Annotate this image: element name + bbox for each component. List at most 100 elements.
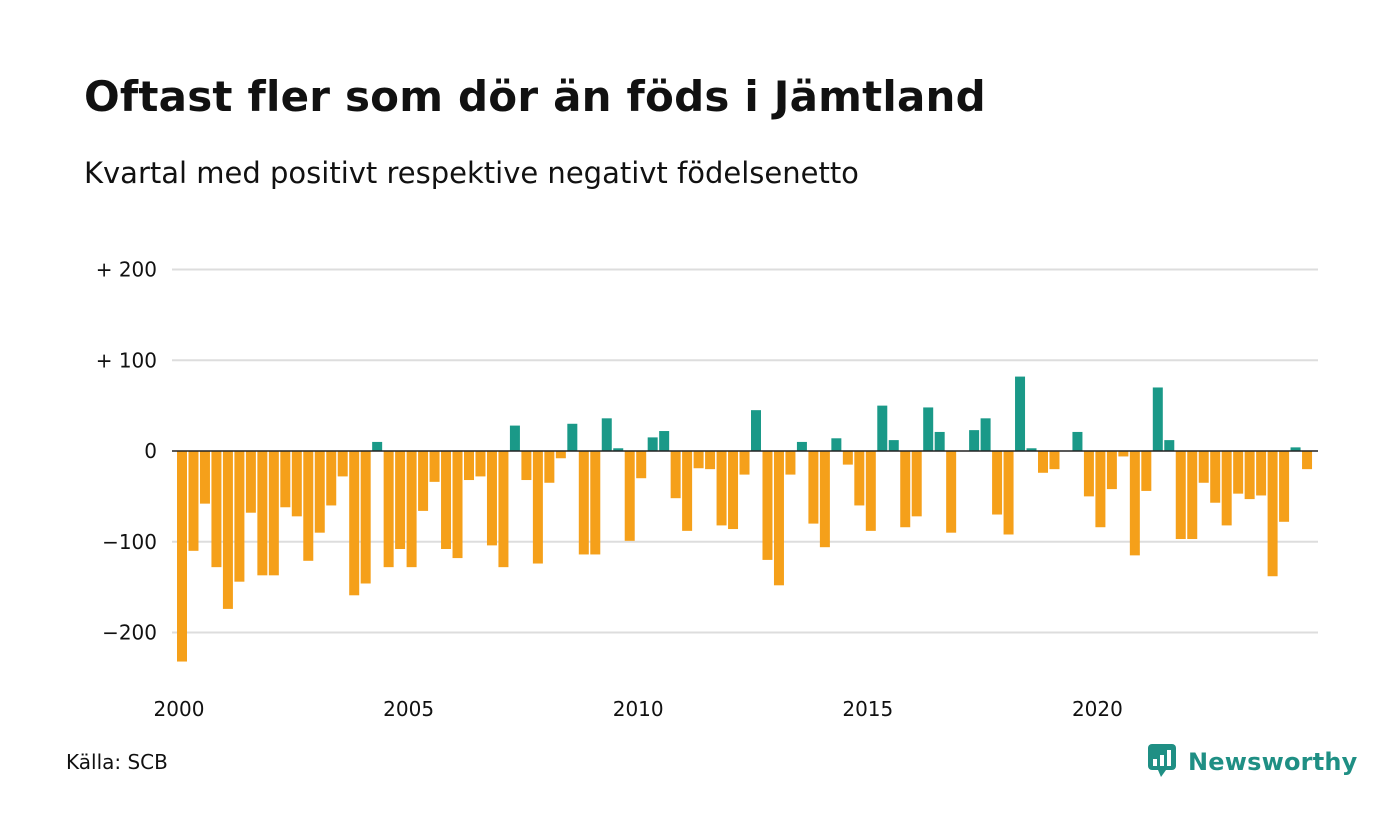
- brand-logo: Newsworthy: [1148, 744, 1358, 780]
- bar: [969, 430, 980, 451]
- bar: [1015, 376, 1026, 451]
- bar: [177, 451, 187, 662]
- bar: [1198, 451, 1209, 483]
- brand-name: Newsworthy: [1188, 748, 1358, 776]
- bar: [383, 451, 394, 568]
- bar: [199, 451, 210, 504]
- bar: [1210, 451, 1221, 503]
- bar: [819, 451, 830, 548]
- bar: [900, 451, 911, 528]
- bar: [211, 451, 222, 568]
- y-tick-label: −100: [102, 530, 157, 554]
- bar: [1302, 451, 1313, 470]
- bar: [590, 451, 601, 555]
- bar: [946, 451, 957, 533]
- bar: [1118, 451, 1129, 457]
- bar: [716, 451, 727, 526]
- bar: [751, 410, 761, 451]
- bar: [1129, 451, 1140, 556]
- x-tick-label: 2015: [842, 697, 893, 721]
- bar: [291, 451, 302, 517]
- bar: [1279, 451, 1290, 522]
- bar: [1164, 440, 1175, 451]
- bar: [1244, 451, 1255, 500]
- bar: [992, 451, 1003, 515]
- bar: [1026, 448, 1037, 451]
- bar: [257, 451, 268, 576]
- bar: [1072, 431, 1083, 451]
- bar: [1290, 447, 1301, 451]
- bar: [578, 451, 589, 555]
- bar: [1233, 451, 1244, 494]
- bar: [360, 451, 371, 584]
- bar: [418, 451, 429, 511]
- bar: [1095, 451, 1106, 528]
- bar: [1221, 451, 1232, 526]
- bar: [475, 451, 486, 477]
- bar: [773, 451, 784, 586]
- bar: [854, 451, 865, 506]
- bar: [1003, 451, 1014, 535]
- x-tick-label: 2005: [383, 697, 434, 721]
- bar: [188, 451, 199, 551]
- bar: [911, 451, 922, 517]
- bar: [532, 451, 543, 564]
- bar: [521, 451, 532, 481]
- x-tick-label: 2010: [613, 697, 664, 721]
- bar: [670, 451, 681, 499]
- bar: [785, 451, 796, 475]
- bar: [877, 405, 888, 451]
- bar: [659, 431, 670, 451]
- bar: [1049, 451, 1060, 470]
- bar: [888, 440, 899, 451]
- bar: [464, 451, 474, 481]
- bar: [395, 451, 406, 550]
- bar: [728, 451, 739, 530]
- bar: [222, 451, 233, 609]
- bar: [705, 451, 716, 470]
- source-note: Källa: SCB: [66, 750, 168, 774]
- bar: [842, 451, 853, 465]
- y-tick-label: −200: [102, 621, 157, 645]
- bar: [682, 451, 693, 531]
- bar: [303, 451, 314, 561]
- bar: [1106, 451, 1117, 490]
- bar: [498, 451, 509, 568]
- bar: [762, 451, 773, 560]
- bar: [923, 407, 934, 451]
- bar: [337, 451, 348, 477]
- bar-chart: + 200 + 100 0 −100 −200 2000 2005 2010 2015 2020: [96, 258, 1318, 721]
- bar: [1187, 451, 1198, 540]
- bar: [624, 451, 635, 541]
- bar: [934, 431, 945, 451]
- bar: [314, 451, 325, 533]
- bar: [349, 451, 360, 596]
- bar: [509, 425, 520, 451]
- bar: [693, 451, 704, 469]
- bar: [1267, 451, 1278, 577]
- bar: [555, 451, 566, 459]
- bar: [865, 451, 876, 531]
- bar: [326, 451, 337, 506]
- bar: [739, 451, 750, 475]
- bar: [406, 451, 417, 568]
- bar: [245, 451, 256, 513]
- bar: [1083, 451, 1094, 497]
- bar: [1038, 451, 1048, 473]
- y-tick-label: + 200: [96, 258, 157, 282]
- bar: [980, 418, 991, 451]
- bar: [372, 441, 383, 451]
- y-tick-label: 0: [144, 439, 157, 463]
- bar: [808, 451, 819, 524]
- x-tick-label: 2020: [1072, 697, 1123, 721]
- bar: [567, 423, 578, 451]
- bar: [441, 451, 452, 550]
- bar: [831, 438, 842, 451]
- x-tick-label: 2000: [154, 697, 205, 721]
- chart-title: Oftast fler som dör än föds i Jämtland: [84, 72, 986, 121]
- bar: [1141, 451, 1152, 491]
- bar: [613, 448, 624, 451]
- bar: [280, 451, 291, 508]
- bar: [486, 451, 497, 546]
- bar: [601, 418, 612, 451]
